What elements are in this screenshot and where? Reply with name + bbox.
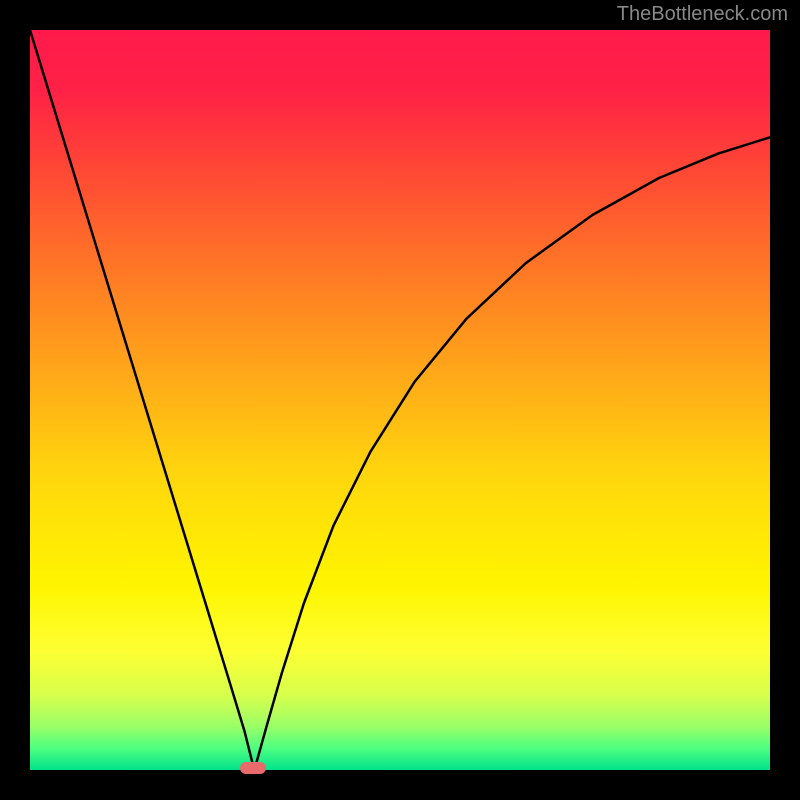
chart-frame: TheBottleneck.com — [0, 0, 800, 800]
gradient-background — [30, 30, 770, 770]
watermark-text: TheBottleneck.com — [617, 3, 788, 26]
plot-area — [30, 30, 770, 770]
minimum-marker — [240, 762, 266, 774]
